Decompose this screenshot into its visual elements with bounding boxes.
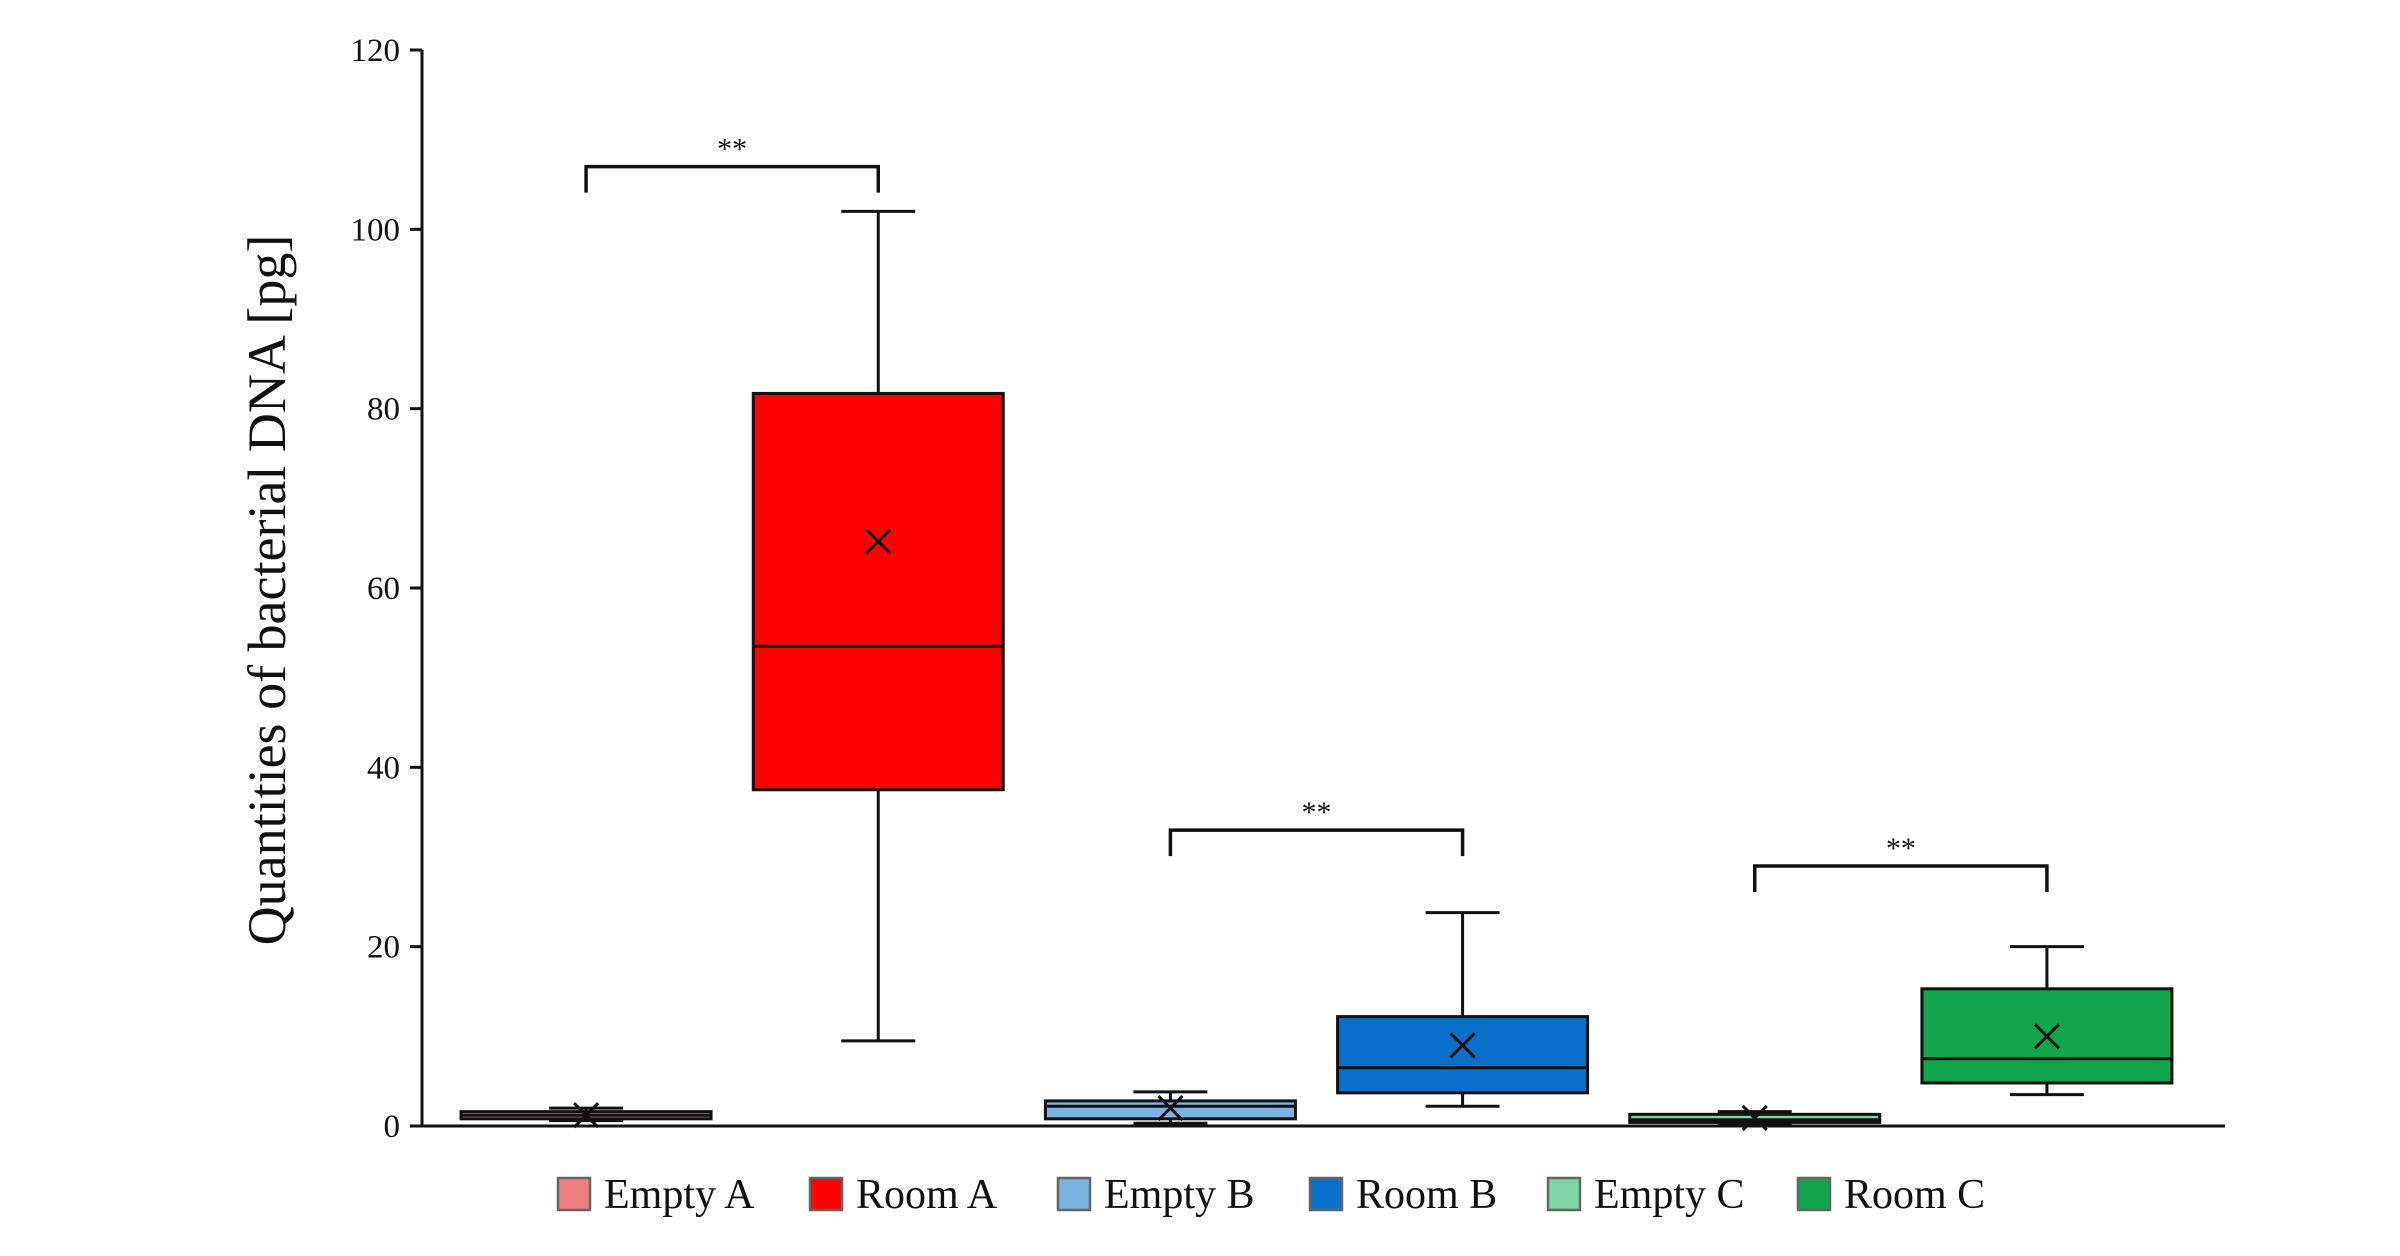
legend-item-room-a: Room A [808,1172,998,1218]
axes [420,50,2225,1128]
y-ticks: 0 20 40 60 80 100 120 [351,33,422,1145]
box-empty-b [1043,1090,1297,1125]
mean-marker [2033,1023,2060,1050]
box-room-b [1336,911,1590,1108]
legend-label: Room A [856,1172,998,1218]
legend-swatch [1546,1176,1582,1212]
significance-bracket [584,164,880,193]
mean-marker [1157,1095,1184,1122]
y-tick-label: 120 [351,33,401,69]
box-empty-c [1628,1104,1882,1131]
legend: Empty A Room A Empty B Room B Empty C Room C [556,1172,1985,1218]
legend-swatch [808,1176,844,1212]
significance-label: ** [1886,832,1916,865]
significance-label: ** [1302,796,1332,829]
legend-item-room-c: Room C [1796,1172,1985,1218]
y-tick-label: 60 [367,571,400,607]
legend-label: Empty A [604,1172,755,1218]
legend-label: Room C [1844,1172,1985,1218]
legend-item-empty-b: Empty B [1056,1172,1255,1218]
significance-bracket [1168,828,1465,857]
legend-label: Empty B [1104,1172,1255,1218]
box-empty-a [459,1102,713,1129]
mean-marker [573,1102,600,1129]
iqr-box [1336,1015,1590,1095]
significance-label: ** [717,133,747,166]
mean-marker [865,528,892,555]
legend-item-empty-c: Empty C [1546,1172,1745,1218]
mean-marker [1449,1032,1476,1059]
legend-item-room-b: Room B [1308,1172,1497,1218]
legend-label: Room B [1356,1172,1497,1218]
significance-bracket [1753,864,2049,892]
mean-marker [1741,1104,1768,1131]
y-tick-label: 20 [367,930,400,966]
legend-label: Empty C [1594,1172,1745,1218]
legend-swatch [1796,1176,1832,1212]
legend-swatch [1056,1176,1092,1212]
y-axis-label: Quantities of bacterial DNA [pg] [237,235,297,946]
box-room-c [1920,945,2174,1097]
legend-swatch [556,1176,592,1212]
box-room-a [751,209,1005,1043]
y-tick-label: 80 [367,392,400,428]
y-tick-label: 100 [351,212,401,248]
y-tick-label: 40 [367,750,400,786]
boxes [459,209,2174,1131]
legend-item-empty-a: Empty A [556,1172,755,1218]
significance-brackets: ** ** ** [584,133,2049,892]
legend-swatch [1308,1176,1344,1212]
y-tick-label: 0 [384,1109,401,1145]
iqr-box [751,391,1005,792]
